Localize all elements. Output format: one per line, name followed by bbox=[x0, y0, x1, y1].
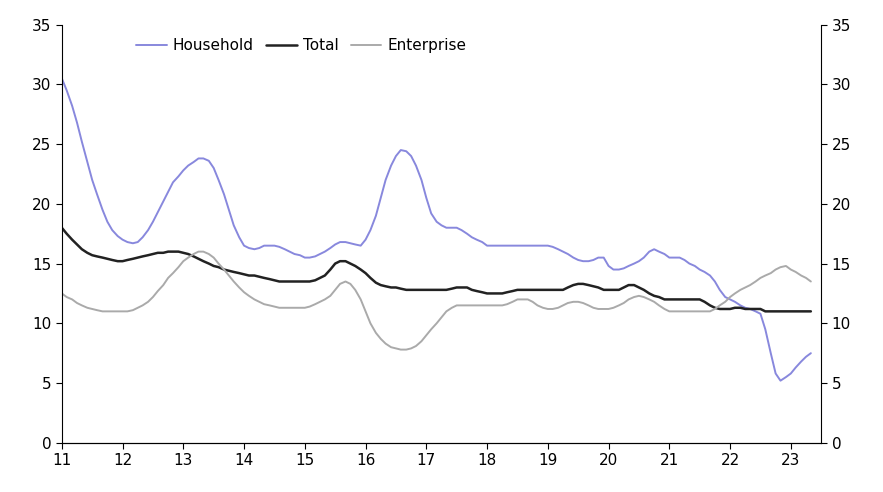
Household bbox=[238, 243, 249, 248]
Enterprise bbox=[238, 289, 249, 295]
Total bbox=[805, 308, 816, 314]
Total bbox=[234, 270, 245, 276]
Total bbox=[386, 284, 396, 290]
Total bbox=[760, 308, 771, 314]
Enterprise bbox=[188, 251, 199, 257]
Enterprise bbox=[244, 293, 254, 299]
Enterprise bbox=[57, 290, 67, 296]
Total bbox=[153, 250, 163, 256]
Household bbox=[805, 350, 816, 356]
Household bbox=[57, 75, 67, 81]
Total bbox=[188, 253, 199, 259]
Household bbox=[386, 163, 396, 169]
Total bbox=[238, 272, 249, 277]
Legend: Household, Total, Enterprise: Household, Total, Enterprise bbox=[130, 32, 472, 60]
Total bbox=[547, 287, 558, 293]
Household bbox=[547, 244, 558, 250]
Line: Total: Total bbox=[62, 228, 811, 311]
Household bbox=[775, 378, 786, 384]
Household bbox=[153, 209, 163, 215]
Enterprise bbox=[558, 303, 569, 308]
Enterprise bbox=[805, 278, 816, 284]
Enterprise bbox=[193, 248, 204, 254]
Line: Household: Household bbox=[62, 78, 811, 381]
Total bbox=[57, 225, 67, 231]
Enterprise bbox=[153, 288, 163, 294]
Line: Enterprise: Enterprise bbox=[62, 251, 811, 350]
Enterprise bbox=[396, 347, 406, 353]
Household bbox=[188, 159, 199, 165]
Household bbox=[234, 234, 245, 240]
Enterprise bbox=[390, 345, 401, 351]
